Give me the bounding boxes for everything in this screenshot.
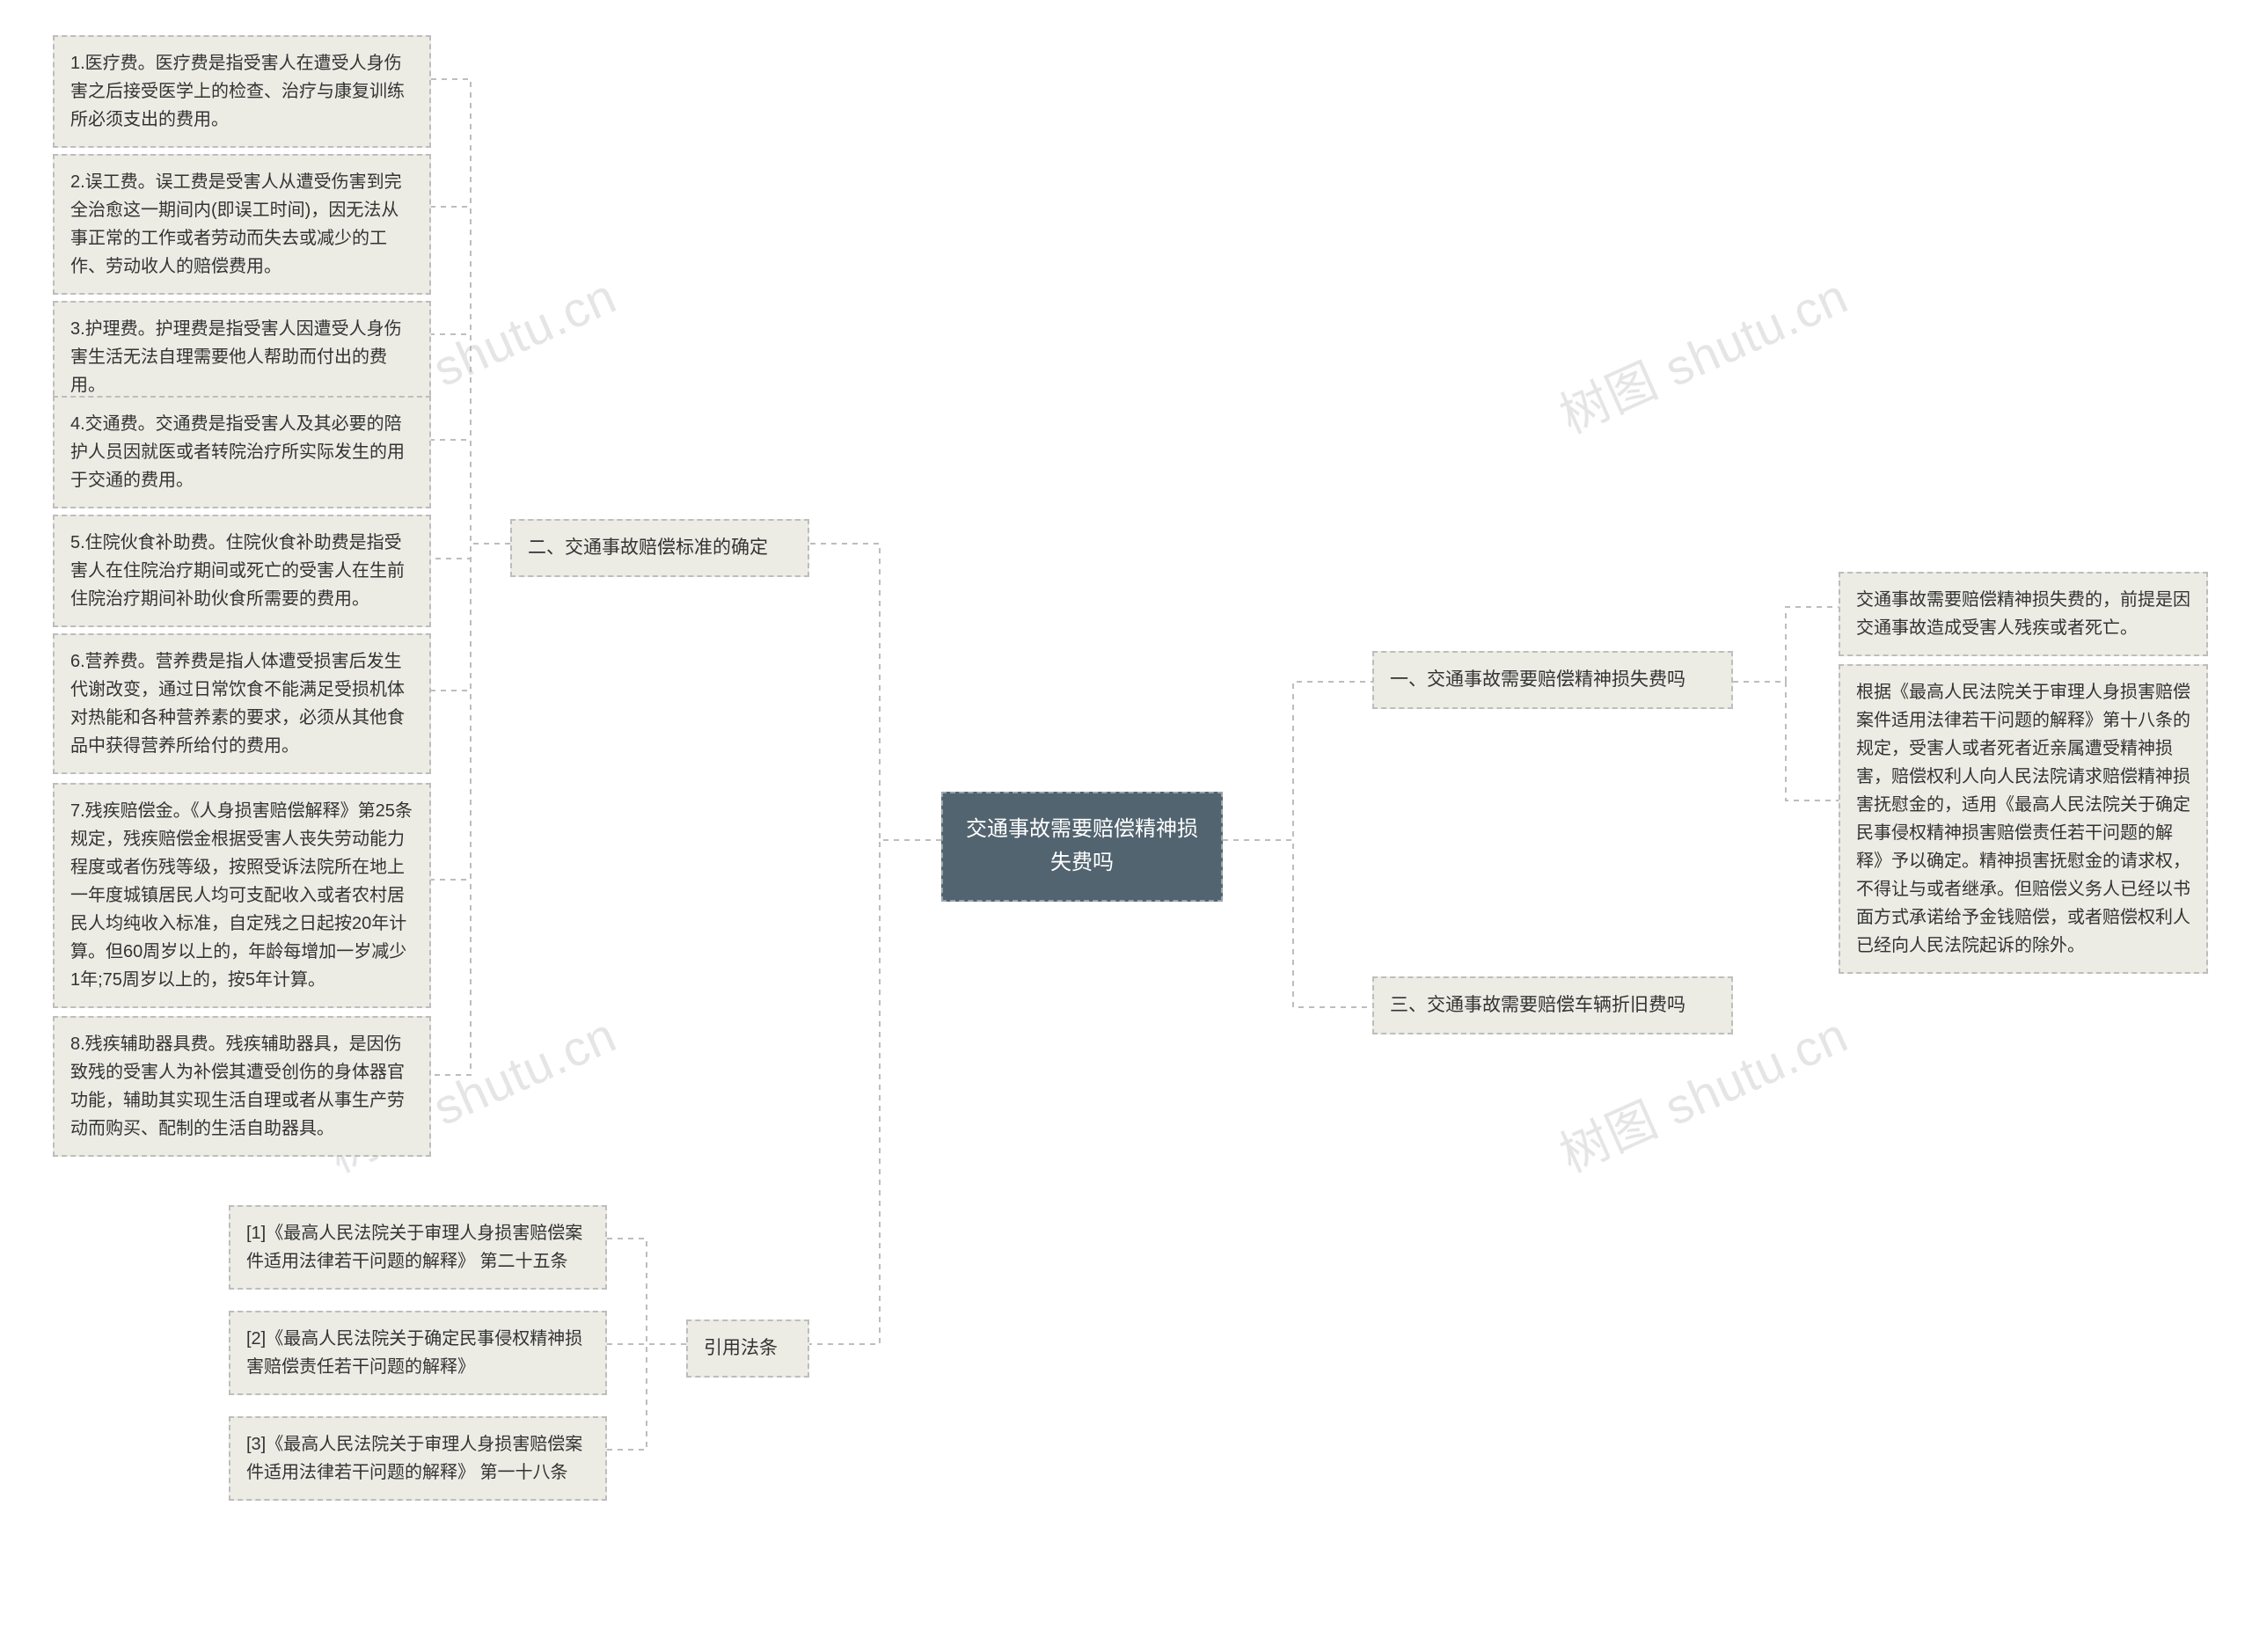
- branch-node-b1: 一、交通事故需要赔偿精神损失费吗: [1372, 651, 1733, 709]
- leaf-node: 7.残疾赔偿金。《人身损害赔偿解释》第25条规定，残疾赔偿金根据受害人丧失劳动能…: [53, 783, 431, 1008]
- leaf-text: [1]《最高人民法院关于审理人身损害赔偿案件适用法律若干问题的解释》 第二十五条: [246, 1224, 582, 1271]
- leaf-node: 交通事故需要赔偿精神损失费的，前提是因交通事故造成受害人残疾或者死亡。: [1839, 572, 2208, 656]
- leaf-text: 交通事故需要赔偿精神损失费的，前提是因交通事故造成受害人残疾或者死亡。: [1856, 590, 2190, 638]
- leaf-node: 8.残疾辅助器具费。残疾辅助器具，是因伤致残的受害人为补偿其遭受创伤的身体器官功…: [53, 1016, 431, 1157]
- mindmap-canvas: 交通事故需要赔偿精神损失费吗 一、交通事故需要赔偿精神损失费吗 交通事故需要赔偿…: [0, 0, 2252, 1652]
- leaf-node: 1.医疗费。医疗费是指受害人在遭受人身伤害之后接受医学上的检查、治疗与康复训练所…: [53, 35, 431, 148]
- branch-label: 二、交通事故赔偿标准的确定: [528, 537, 768, 558]
- leaf-text: 1.医疗费。医疗费是指受害人在遭受人身伤害之后接受医学上的检查、治疗与康复训练所…: [70, 54, 405, 129]
- leaf-node: 4.交通费。交通费是指受害人及其必要的陪护人员因就医或者转院治疗所实际发生的用于…: [53, 396, 431, 508]
- leaf-text: 根据《最高人民法院关于审理人身损害赔偿案件适用法律若干问题的解释》第十八条的规定…: [1856, 683, 2190, 955]
- leaf-node: 根据《最高人民法院关于审理人身损害赔偿案件适用法律若干问题的解释》第十八条的规定…: [1839, 664, 2208, 974]
- leaf-text: [3]《最高人民法院关于审理人身损害赔偿案件适用法律若干问题的解释》 第一十八条: [246, 1435, 582, 1482]
- branch-label: 三、交通事故需要赔偿车辆折旧费吗: [1390, 995, 1685, 1015]
- leaf-text: [2]《最高人民法院关于确定民事侵权精神损害赔偿责任若干问题的解释》: [246, 1329, 582, 1377]
- leaf-text: 3.护理费。护理费是指受害人因遭受人身伤害生活无法自理需要他人帮助而付出的费用。: [70, 319, 402, 395]
- branch-label: 一、交通事故需要赔偿精神损失费吗: [1390, 669, 1685, 690]
- leaf-text: 2.误工费。误工费是受害人从遭受伤害到完全治愈这一期间内(即误工时间)，因无法从…: [70, 172, 402, 276]
- leaf-node: 2.误工费。误工费是受害人从遭受伤害到完全治愈这一期间内(即误工时间)，因无法从…: [53, 154, 431, 295]
- leaf-text: 6.营养费。营养费是指人体遭受损害后发生代谢改变，通过日常饮食不能满足受损机体对…: [70, 652, 405, 756]
- branch-label: 引用法条: [704, 1338, 778, 1358]
- leaf-node: 6.营养费。营养费是指人体遭受损害后发生代谢改变，通过日常饮食不能满足受损机体对…: [53, 633, 431, 774]
- branch-node-b3: 三、交通事故需要赔偿车辆折旧费吗: [1372, 976, 1733, 1034]
- center-node: 交通事故需要赔偿精神损失费吗: [941, 792, 1223, 902]
- leaf-node: [1]《最高人民法院关于审理人身损害赔偿案件适用法律若干问题的解释》 第二十五条: [229, 1205, 607, 1290]
- leaf-text: 4.交通费。交通费是指受害人及其必要的陪护人员因就医或者转院治疗所实际发生的用于…: [70, 414, 405, 490]
- leaf-node: [2]《最高人民法院关于确定民事侵权精神损害赔偿责任若干问题的解释》: [229, 1311, 607, 1395]
- leaf-node: 5.住院伙食补助费。住院伙食补助费是指受害人在住院治疗期间或死亡的受害人在生前住…: [53, 515, 431, 627]
- center-text: 交通事故需要赔偿精神损失费吗: [966, 817, 1198, 874]
- leaf-node: [3]《最高人民法院关于审理人身损害赔偿案件适用法律若干问题的解释》 第一十八条: [229, 1416, 607, 1501]
- branch-node-b2: 二、交通事故赔偿标准的确定: [510, 519, 809, 577]
- leaf-text: 5.住院伙食补助费。住院伙食补助费是指受害人在住院治疗期间或死亡的受害人在生前住…: [70, 533, 405, 609]
- leaf-text: 8.残疾辅助器具费。残疾辅助器具，是因伤致残的受害人为补偿其遭受创伤的身体器官功…: [70, 1034, 405, 1138]
- branch-node-b4: 引用法条: [686, 1319, 809, 1378]
- leaf-text: 7.残疾赔偿金。《人身损害赔偿解释》第25条规定，残疾赔偿金根据受害人丧失劳动能…: [70, 801, 413, 990]
